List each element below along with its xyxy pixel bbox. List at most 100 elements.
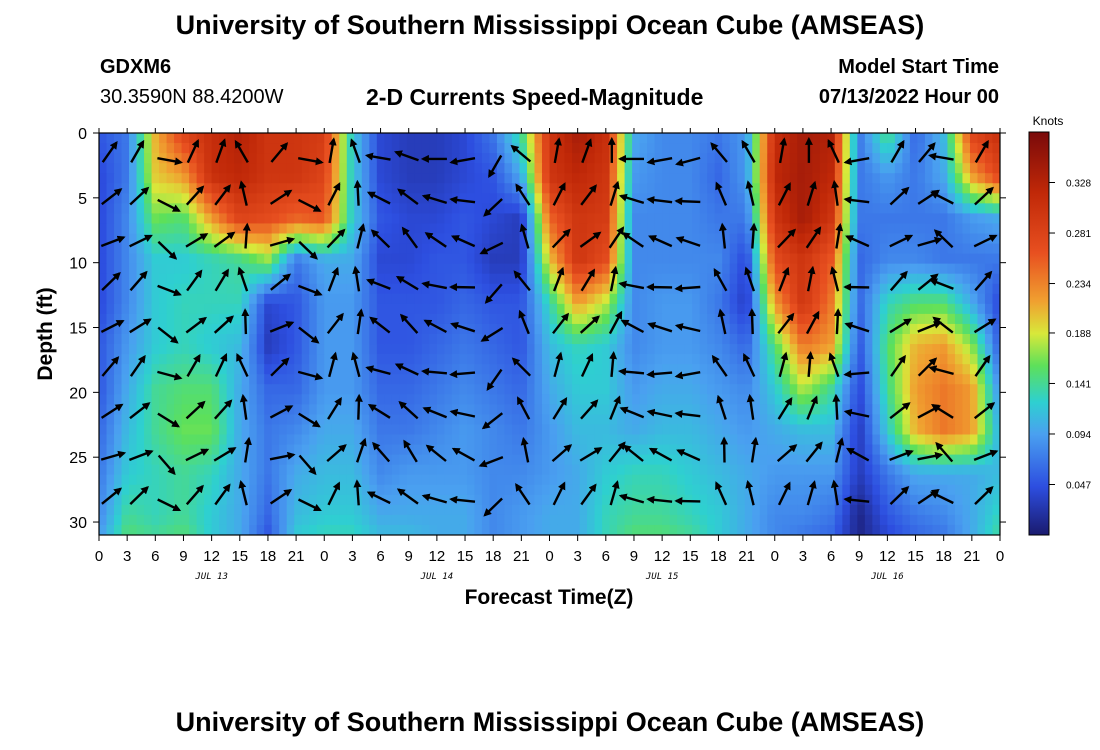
heatmap-cell [594, 374, 603, 385]
heatmap-cell [939, 404, 949, 415]
heatmap-cell [316, 143, 325, 154]
heatmap-cell [692, 183, 701, 194]
heatmap-cell [144, 434, 153, 446]
heatmap-cell [557, 364, 566, 375]
heatmap-cell [579, 243, 588, 255]
heatmap-cell [774, 263, 783, 275]
heatmap-cell [684, 263, 693, 275]
heatmap-cell [572, 464, 581, 476]
heatmap-cell [812, 293, 821, 305]
heatmap-cell [624, 143, 633, 154]
heatmap-cell [226, 524, 235, 535]
heatmap-cell [579, 263, 588, 275]
heatmap-cell [331, 334, 340, 345]
heatmap-cell [174, 313, 183, 325]
heatmap-cell [609, 414, 618, 426]
current-arrow [674, 197, 701, 206]
current-arrow [516, 396, 531, 420]
current-arrow [101, 272, 121, 291]
heatmap-cell [474, 524, 483, 535]
heatmap-cell [414, 163, 423, 174]
heatmap-cell [466, 354, 476, 365]
heatmap-cell [947, 414, 956, 426]
heatmap-cell [587, 223, 596, 235]
heatmap-cell [947, 253, 956, 265]
heatmap-cell [264, 193, 273, 204]
heatmap-cell [594, 283, 603, 295]
current-arrow [450, 235, 476, 248]
heatmap-cell [196, 434, 205, 446]
heatmap-cell [684, 334, 693, 345]
heatmap-cell [692, 273, 701, 285]
heatmap-cell [459, 313, 468, 325]
heatmap-cell [144, 293, 153, 305]
heatmap-cell [309, 454, 318, 466]
heatmap-cell [99, 434, 108, 446]
heatmap-cell [226, 354, 235, 365]
heatmap-cell [624, 213, 633, 225]
heatmap-cell [879, 464, 888, 476]
heatmap-cell [932, 504, 941, 516]
heatmap-cell [151, 374, 160, 385]
heatmap-cell [504, 253, 513, 265]
heatmap-cell [159, 464, 168, 476]
heatmap-cell [707, 454, 716, 466]
heatmap-cell [444, 243, 453, 255]
heatmap-cell [864, 283, 873, 295]
heatmap-cell [541, 143, 551, 154]
heatmap-cell [729, 213, 738, 225]
heatmap-cell [316, 374, 325, 385]
heatmap-cell [699, 243, 708, 255]
heatmap-cell [129, 193, 138, 204]
heatmap-cell [939, 364, 949, 375]
current-arrow [399, 313, 419, 334]
heatmap-cell [166, 273, 175, 285]
heatmap-cell [309, 394, 318, 405]
heatmap-cell [406, 374, 415, 385]
heatmap-cell [414, 404, 423, 415]
heatmap-cell [279, 303, 288, 315]
heatmap-cell [714, 524, 723, 535]
heatmap-cell [729, 344, 738, 355]
heatmap-cell [647, 253, 656, 265]
heatmap-cell [339, 203, 348, 214]
heatmap-cell [812, 253, 821, 265]
heatmap-cell [819, 514, 828, 526]
heatmap-cell [977, 374, 986, 385]
heatmap-cell [759, 173, 768, 184]
heatmap-cell [444, 233, 453, 245]
heatmap-cell [421, 253, 430, 265]
heatmap-cell [894, 213, 903, 225]
heatmap-cell [301, 444, 310, 456]
current-arrow [515, 183, 531, 206]
heatmap-cell [692, 163, 701, 174]
heatmap-cell [647, 334, 656, 345]
heatmap-cell [759, 454, 768, 466]
heatmap-cell [617, 213, 626, 225]
heatmap-cell [504, 273, 513, 285]
heatmap-cell [699, 444, 708, 456]
heatmap-cell [842, 223, 851, 235]
heatmap-cell [166, 344, 175, 355]
heatmap-cell [354, 514, 363, 526]
heatmap-cell [256, 344, 265, 355]
heatmap-cell [887, 213, 896, 225]
heatmap-cell [842, 484, 851, 496]
heatmap-cell [451, 283, 460, 295]
heatmap-cell [541, 524, 551, 535]
heatmap-cell [436, 374, 445, 385]
heatmap-cell [309, 424, 318, 436]
heatmap-cell [121, 494, 130, 506]
heatmap-cell [196, 303, 205, 315]
heatmap-cell [647, 283, 656, 295]
current-arrow [328, 351, 338, 378]
heatmap-cell [834, 273, 843, 285]
heatmap-cell [249, 203, 258, 214]
heatmap-cell [226, 364, 235, 375]
heatmap-cell [466, 394, 476, 405]
heatmap-cell [767, 233, 776, 245]
heatmap-cell [729, 153, 738, 164]
heatmap-cell [804, 504, 813, 516]
heatmap-cell [121, 323, 130, 335]
heatmap-cell [684, 454, 693, 466]
